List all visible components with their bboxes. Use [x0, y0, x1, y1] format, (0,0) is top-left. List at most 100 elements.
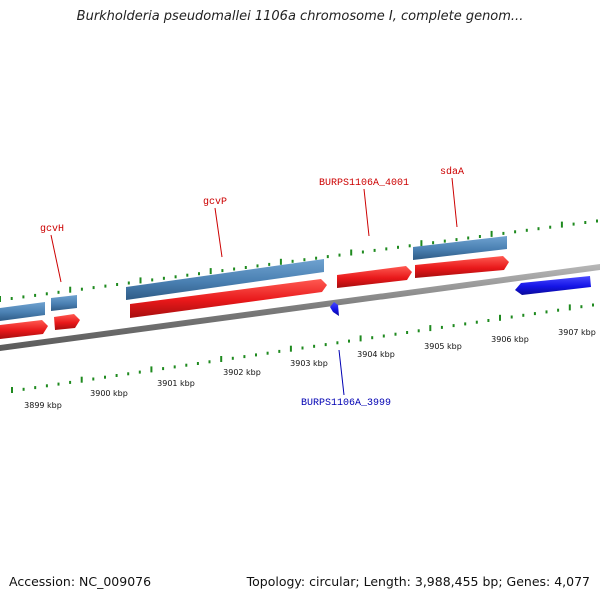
minor-tick: [80, 287, 83, 291]
minor-tick: [432, 241, 435, 245]
minor-tick: [127, 281, 130, 285]
ruler-label: 3899 kbp: [24, 401, 62, 410]
minor-tick: [45, 384, 48, 388]
minor-tick: [336, 341, 339, 345]
cds-feature-gcvH[interactable]: [51, 295, 77, 311]
minor-tick: [394, 332, 397, 336]
minor-tick: [174, 275, 177, 279]
minor-tick: [373, 248, 376, 252]
minor-tick: [221, 269, 224, 273]
minor-tick: [443, 239, 446, 243]
major-tick: [420, 240, 423, 247]
major-tick: [150, 366, 153, 373]
minor-tick: [115, 374, 118, 377]
major-tick: [209, 268, 212, 275]
minor-tick: [557, 308, 560, 312]
minor-tick: [464, 322, 467, 326]
gene-feature-reverse-2[interactable]: [515, 276, 591, 295]
minor-tick: [417, 329, 420, 333]
minor-tick: [584, 221, 587, 224]
major-tick: [69, 286, 72, 293]
forward-gene-track: [0, 256, 509, 339]
minor-tick: [455, 238, 458, 242]
major-tick: [560, 221, 563, 228]
minor-tick: [57, 290, 60, 294]
gene-feature-sdaA[interactable]: [415, 256, 509, 278]
minor-tick: [138, 370, 141, 374]
minor-tick: [408, 244, 411, 248]
minor-tick: [397, 245, 399, 249]
major-tick: [499, 314, 501, 321]
gene-feature-BURPS1106A_3999[interactable]: [330, 302, 339, 316]
gene-label-BURPS1106A_3999[interactable]: BURPS1106A_3999: [301, 398, 391, 409]
genome-title: Burkholderia pseudomallei 1106a chromoso…: [76, 9, 524, 24]
cds-feature-1[interactable]: [0, 302, 45, 321]
minor-tick: [69, 380, 72, 384]
major-tick: [350, 249, 353, 256]
major-tick: [568, 304, 571, 311]
minor-tick: [186, 273, 189, 277]
minor-tick: [57, 382, 60, 386]
minor-tick: [116, 283, 119, 286]
minor-tick: [580, 305, 583, 309]
cds-feature-sdaA[interactable]: [413, 236, 507, 260]
minor-tick: [268, 262, 271, 266]
ruler-label: 3904 kbp: [357, 350, 395, 359]
major-tick: [11, 387, 13, 393]
major-tick: [80, 376, 83, 383]
minor-tick: [502, 231, 505, 235]
minor-tick: [382, 334, 385, 338]
minor-tick: [440, 325, 443, 329]
minor-tick: [478, 235, 481, 238]
minor-tick: [127, 372, 130, 376]
major-tick: [429, 325, 432, 332]
genome-backbone: [0, 264, 600, 351]
minor-tick: [338, 253, 341, 257]
ruler-label: 3900 kbp: [90, 389, 128, 398]
cds-feature-gcvP[interactable]: [126, 259, 324, 300]
minor-tick: [545, 310, 548, 314]
minor-tick: [291, 259, 294, 263]
minor-tick: [244, 266, 247, 269]
minor-tick: [196, 362, 199, 365]
minor-tick: [313, 344, 316, 348]
major-tick: [139, 277, 142, 284]
minor-tick: [22, 295, 25, 299]
gene-feature-gcvH[interactable]: [54, 314, 80, 330]
genome-summary-text: Topology: circular; Length: 3,988,455 bp…: [246, 574, 590, 589]
minor-tick: [243, 355, 246, 359]
gene-label-BURPS1106A_4001[interactable]: BURPS1106A_4001: [319, 178, 409, 189]
gene-label-gcvP[interactable]: gcvP: [203, 197, 227, 208]
gene-label-gcvH[interactable]: gcvH: [40, 224, 64, 235]
major-tick: [289, 345, 292, 352]
minor-tick: [348, 339, 350, 343]
minor-tick: [104, 284, 107, 288]
minor-tick: [256, 264, 259, 268]
major-tick: [279, 258, 282, 265]
minor-tick: [315, 256, 318, 260]
minor-tick: [533, 312, 536, 316]
minor-tick: [185, 363, 188, 367]
minor-tick: [592, 303, 594, 307]
gene-feature-BURPS1106A_4001[interactable]: [337, 266, 412, 288]
minor-tick: [233, 267, 236, 271]
ruler-label: 3905 kbp: [424, 342, 462, 351]
minor-tick: [92, 377, 95, 381]
ruler-tick-track: [11, 303, 594, 393]
minor-tick: [537, 227, 540, 231]
reverse-gene-track: [330, 276, 591, 316]
minor-tick: [326, 255, 329, 259]
minor-tick: [522, 313, 525, 317]
minor-tick: [406, 331, 409, 334]
minor-tick: [487, 319, 490, 322]
accession-text: Accession: NC_009076: [9, 574, 152, 589]
minor-tick: [452, 324, 455, 328]
minor-tick: [198, 272, 200, 276]
gene-feature-1[interactable]: [0, 320, 48, 339]
minor-tick: [278, 349, 281, 353]
gene-label-sdaA[interactable]: sdaA: [440, 166, 464, 178]
cds-track: [0, 236, 507, 321]
major-tick: [359, 335, 362, 342]
gene-feature-gcvP[interactable]: [130, 279, 327, 318]
